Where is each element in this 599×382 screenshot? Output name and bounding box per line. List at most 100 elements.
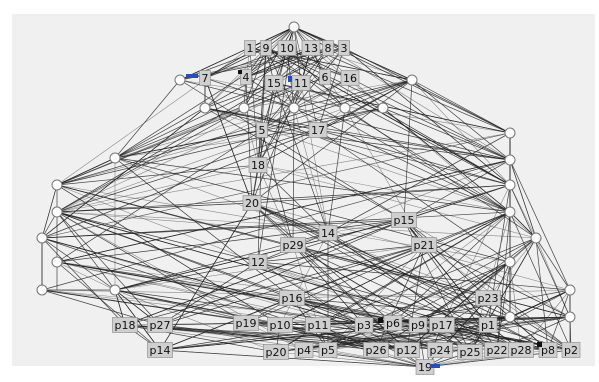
graph-edge — [257, 82, 302, 166]
graph-edge — [469, 211, 511, 353]
node-label-text: p17 — [432, 319, 453, 332]
node-label-9: 9 — [260, 40, 272, 56]
graph-edge — [496, 211, 511, 351]
node-label-p11: p11 — [305, 317, 331, 333]
node-label-text: p5 — [321, 344, 335, 357]
node-label-box — [256, 122, 268, 138]
graph-edge — [344, 79, 413, 109]
graph-edge — [310, 47, 511, 134]
node-label-text: p16 — [282, 292, 303, 305]
graph-edge — [286, 47, 346, 109]
node-label-11: 11 — [291, 75, 311, 91]
node-label-text: p29 — [283, 239, 304, 252]
node-label-box — [457, 344, 483, 360]
node-label-box — [354, 317, 374, 333]
graph-edge — [251, 202, 329, 234]
node-label-12: 12 — [248, 254, 268, 270]
graph-edge — [41, 184, 58, 239]
node-label-8: 8 — [322, 40, 334, 56]
graph-edge — [179, 79, 405, 221]
graph-edge — [327, 349, 426, 368]
node-label-box — [561, 342, 581, 358]
node-label-box — [305, 317, 331, 333]
graph-edge — [392, 211, 511, 324]
graph-edge — [114, 157, 293, 299]
graph-edge — [382, 107, 511, 161]
graph-edge — [257, 79, 413, 166]
graph-edge — [411, 79, 511, 186]
node-label-text: p10 — [270, 319, 291, 332]
graph-edge — [375, 261, 511, 351]
graph-node — [109, 284, 121, 296]
graph-node — [109, 152, 121, 164]
node-label-text: 16 — [343, 72, 357, 85]
graph-edge — [56, 77, 351, 213]
node-label-text: p20 — [266, 346, 287, 359]
node-label-p8: p8 — [538, 342, 558, 358]
node-label-box — [478, 317, 498, 333]
graph-edge — [251, 202, 408, 351]
node-label-text: 3 — [341, 42, 348, 55]
graph-edge — [292, 244, 571, 318]
node-circle-layer — [36, 21, 576, 323]
node-label-text: p15 — [394, 214, 415, 227]
graph-edge — [249, 47, 259, 166]
graph-node — [51, 179, 63, 191]
node-label-box — [340, 70, 360, 86]
node-label-text: p18 — [115, 319, 136, 332]
graph-edge — [56, 219, 405, 263]
graph-edge — [251, 202, 511, 318]
node-label-box — [318, 225, 338, 241]
graph-edge — [469, 261, 511, 353]
graph-edge — [403, 79, 413, 221]
graph-edge — [411, 79, 511, 161]
graph-edge — [56, 184, 511, 213]
node-label-text: p11 — [308, 319, 329, 332]
graph-edge — [114, 82, 302, 159]
node-label-box — [248, 157, 268, 173]
graph-edge — [114, 261, 259, 291]
graph-edge — [261, 77, 351, 131]
graph-edge — [41, 237, 365, 326]
graph-node — [288, 21, 300, 33]
graph-edge — [303, 261, 511, 351]
graph-edge — [56, 211, 537, 239]
graph-edge — [41, 107, 206, 239]
graph-node — [504, 179, 516, 191]
graph-edge — [257, 261, 365, 326]
graph-edge — [56, 107, 384, 186]
graph-edge — [292, 107, 295, 246]
node-label-text: p14 — [150, 344, 171, 357]
node-label-p16: p16 — [279, 290, 305, 306]
graph-edge — [159, 324, 426, 368]
node-label-box — [112, 317, 138, 333]
graph-edge — [56, 261, 572, 351]
node-label-text: 10 — [280, 42, 294, 55]
graph-edge — [535, 237, 571, 291]
node-label-text: p3 — [357, 319, 371, 332]
graph-edge — [349, 77, 511, 161]
graph-edge — [279, 211, 511, 326]
node-label-1: 1 — [244, 40, 256, 56]
node-label-text: 15 — [267, 77, 281, 90]
graph-edge — [535, 237, 549, 351]
node-label-19: 19 — [415, 359, 435, 375]
graph-node — [504, 256, 516, 268]
graph-edge — [56, 211, 116, 291]
graph-edge — [159, 322, 394, 351]
graph-edge — [343, 47, 511, 186]
graph-edge — [265, 47, 511, 186]
node-label-text: p12 — [397, 344, 418, 357]
graph-edge — [41, 289, 549, 351]
node-label-text: p23 — [478, 292, 499, 305]
graph-edge — [56, 107, 245, 213]
node-label-text: 6 — [322, 71, 329, 84]
graph-edge — [509, 211, 572, 351]
node-label-box — [319, 69, 331, 85]
graph-node — [174, 74, 186, 86]
graph-edge — [56, 132, 511, 213]
graph-edge — [204, 107, 511, 213]
node-label-layer: 1 9 10 13 8 37 4 15 11 6 165 1718201412p29p15p21p23… — [112, 40, 581, 375]
node-label-box — [318, 342, 338, 358]
graph-edge — [382, 107, 511, 213]
